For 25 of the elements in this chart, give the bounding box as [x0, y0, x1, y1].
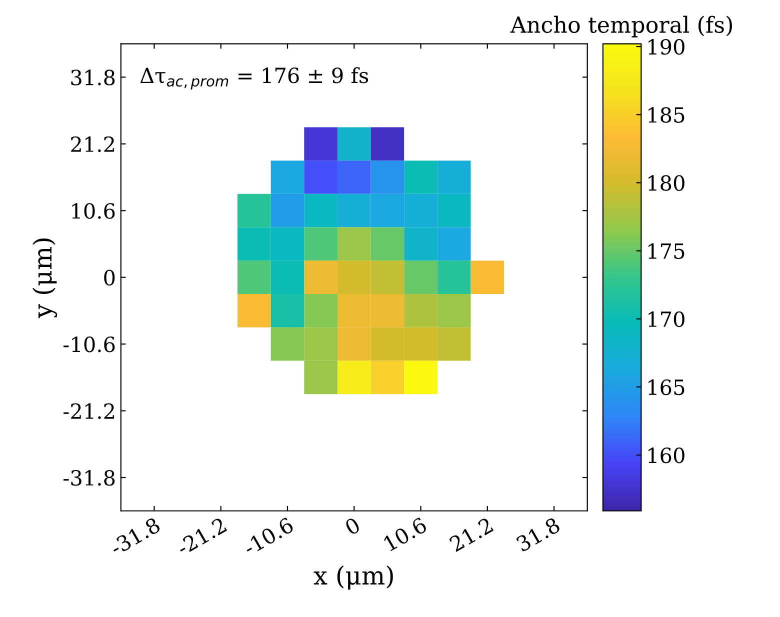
x-tick-label: 0	[344, 516, 361, 536]
color-bar-label: 170	[648, 311, 684, 328]
y-tick-label: -21.2	[64, 403, 114, 419]
y-tick-label: -31.8	[64, 470, 115, 486]
x-tick-label: 10.6	[382, 516, 428, 552]
y-axis-title: y (μm)	[32, 238, 58, 318]
x-tick-label: 31.8	[515, 516, 561, 552]
x-axis-title: x (μm)	[314, 565, 393, 590]
annotation: Δτ$_{ac,prom}$ = 176 ± 9 fs	[140, 67, 368, 90]
color-bar-label: 165	[648, 379, 684, 396]
x-tick-label: -10.6	[242, 516, 294, 556]
x-tick-label: -31.8	[108, 516, 162, 556]
x-tick-label: 21.2	[448, 517, 494, 552]
color-bar-label: 160	[648, 448, 684, 464]
y-tick-label: 31.8	[71, 70, 115, 86]
y-tick-label: -10.6	[64, 336, 115, 352]
y-tick-label: 0	[104, 270, 115, 286]
color-bar-label: 190	[648, 38, 684, 55]
color-bar-label: 175	[648, 243, 684, 259]
color-bar-title: Ancho temporal (fs)	[510, 16, 732, 38]
y-tick-label: 10.6	[72, 203, 115, 219]
color-bar-label: 185	[648, 107, 684, 123]
y-tick-label: 21.2	[71, 136, 114, 152]
x-tick-label: -21.2	[176, 517, 228, 556]
color-bar-label: 180	[648, 175, 684, 191]
